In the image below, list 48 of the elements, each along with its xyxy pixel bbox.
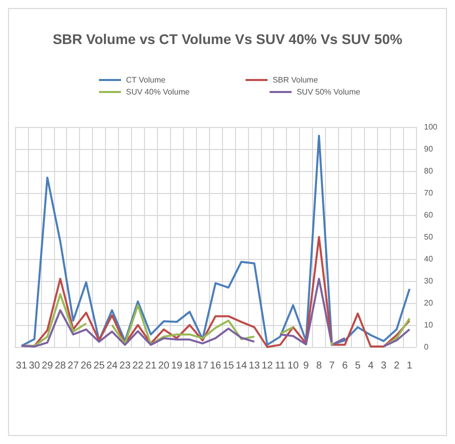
y-tick-label: 60 (424, 210, 434, 220)
x-tick-label: 9 (303, 360, 310, 372)
x-tick-label: 25 (94, 360, 106, 372)
x-tick-label: 13 (248, 360, 260, 372)
y-tick-label: 90 (424, 144, 434, 154)
x-tick-label: 19 (171, 360, 183, 372)
x-tick-label: 24 (106, 360, 118, 372)
y-tick-label: 70 (424, 188, 434, 198)
chart-title: SBR Volume vs CT Volume Vs SUV 40% Vs SUV 50% (52, 31, 403, 47)
x-tick-label: 5 (355, 360, 362, 372)
x-tick-label: 27 (68, 360, 80, 372)
x-tick-label: 2 (394, 360, 400, 372)
x-tick-label: 1 (406, 360, 413, 372)
legend-label: CT Volume (126, 76, 166, 84)
x-tick-label: 7 (329, 360, 336, 372)
y-tick-label: 80 (424, 166, 434, 176)
x-tick-label: 4 (368, 360, 374, 372)
x-tick-label: 29 (42, 360, 54, 372)
x-tick-label: 16 (210, 360, 222, 372)
y-tick-label: 30 (424, 276, 434, 286)
y-tick-label: 20 (424, 298, 434, 308)
x-tick-label: 15 (222, 360, 234, 372)
x-tick-label: 31 (16, 360, 28, 372)
x-tick-label: 10 (288, 360, 300, 372)
x-tick-label: 6 (342, 360, 348, 372)
legend-label: SBR Volume (272, 76, 318, 84)
x-tick-label: 8 (316, 360, 322, 372)
x-tick-label: 11 (274, 360, 286, 372)
x-tick-label: 22 (132, 360, 144, 372)
x-tick-label: 3 (380, 360, 387, 372)
y-tick-label: 100 (424, 122, 438, 132)
x-tick-label: 12 (262, 360, 274, 372)
y-tick-label: 0 (424, 342, 429, 352)
legend-label: SUV 40% Volume (126, 88, 190, 96)
x-tick-label: 21 (145, 360, 157, 372)
x-tick-label: 28 (54, 360, 66, 372)
y-tick-label: 10 (424, 320, 434, 330)
legend-label: SUV 50% Volume (296, 88, 361, 96)
x-tick-label: 26 (80, 360, 92, 372)
line-series (20, 134, 411, 347)
x-tick-label: 30 (28, 360, 40, 372)
x-tick-label: 14 (236, 360, 248, 372)
y-tick-label: 50 (424, 232, 434, 242)
x-tick-label: 18 (184, 360, 196, 372)
x-tick-label: 23 (119, 360, 131, 372)
x-tick-label: 17 (197, 360, 209, 372)
x-tick-label: 20 (158, 360, 170, 372)
y-tick-label: 40 (424, 254, 434, 264)
